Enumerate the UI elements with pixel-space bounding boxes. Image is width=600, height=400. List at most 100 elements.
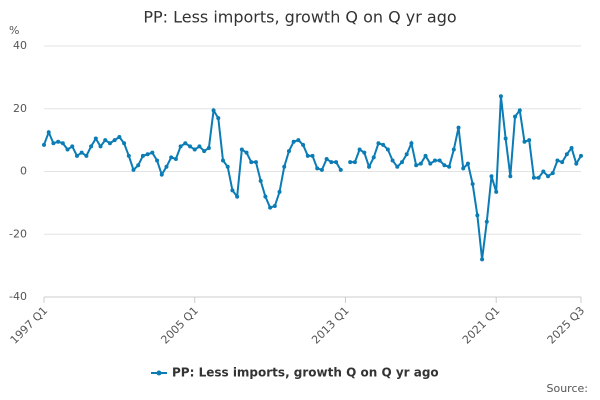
- data-point: [244, 150, 249, 155]
- data-point: [569, 145, 574, 150]
- data-point: [465, 161, 470, 166]
- data-point: [145, 152, 150, 157]
- data-point: [221, 158, 225, 163]
- data-point: [84, 153, 89, 158]
- data-point: [301, 142, 306, 147]
- data-point: [456, 125, 461, 130]
- data-point: [555, 158, 560, 163]
- data-point: [362, 150, 367, 155]
- data-point: [508, 174, 513, 179]
- data-point: [442, 163, 447, 168]
- data-point: [541, 169, 546, 174]
- data-point: [560, 160, 565, 165]
- data-point: [522, 139, 527, 144]
- data-point: [60, 141, 65, 146]
- data-point: [517, 108, 522, 113]
- data-point: [178, 144, 183, 149]
- data-point: [489, 174, 494, 179]
- data-point: [527, 138, 532, 143]
- data-point: [155, 158, 160, 163]
- data-point: [42, 142, 46, 147]
- data-point: [126, 153, 131, 158]
- data-point: [480, 257, 485, 262]
- data-point: [277, 189, 282, 194]
- data-point: [286, 149, 291, 154]
- data-point: [296, 138, 301, 143]
- data-point: [169, 155, 174, 160]
- data-point: [258, 178, 263, 183]
- data-point: [305, 153, 310, 158]
- data-point: [268, 205, 273, 210]
- data-point: [140, 153, 145, 158]
- data-point: [475, 213, 480, 218]
- series-line: [350, 96, 582, 260]
- data-point: [414, 163, 419, 168]
- source: Source:: [547, 382, 589, 395]
- data-point: [192, 147, 197, 152]
- data-point: [564, 152, 569, 157]
- data-point: [536, 175, 541, 180]
- data-point: [98, 144, 103, 149]
- data-point: [513, 114, 518, 119]
- data-point: [503, 136, 508, 141]
- data-point: [498, 94, 503, 99]
- data-point: [390, 158, 395, 163]
- data-point: [338, 167, 343, 172]
- data-point: [56, 139, 61, 144]
- data-point: [131, 167, 136, 172]
- data-point: [357, 147, 362, 152]
- data-point: [329, 160, 334, 165]
- data-point: [136, 163, 141, 168]
- data-point: [107, 141, 112, 146]
- data-point: [531, 175, 536, 180]
- y-tick-label: 40: [13, 39, 27, 52]
- data-point: [197, 144, 202, 149]
- data-point: [159, 172, 164, 177]
- data-point: [461, 166, 466, 171]
- data-point: [225, 164, 230, 169]
- data-point: [206, 145, 211, 150]
- data-point: [79, 150, 84, 155]
- data-point: [367, 164, 372, 169]
- data-point: [409, 141, 414, 146]
- data-point: [70, 144, 75, 149]
- data-point: [183, 141, 188, 146]
- y-tick-label: -20: [9, 227, 27, 240]
- data-point: [74, 153, 79, 158]
- data-point: [579, 153, 583, 158]
- x-tick-label: 2025 Q3: [545, 304, 588, 347]
- data-point: [103, 138, 108, 143]
- data-point: [112, 138, 117, 143]
- data-point: [150, 150, 155, 155]
- data-point: [574, 161, 579, 166]
- y-axis-label: %: [9, 24, 19, 37]
- data-point: [400, 160, 404, 165]
- data-point: [164, 164, 169, 169]
- data-point: [65, 147, 70, 152]
- data-point: [211, 108, 216, 113]
- data-point: [282, 164, 287, 169]
- data-point: [319, 167, 324, 172]
- data-point: [494, 189, 499, 194]
- data-point: [216, 116, 221, 121]
- data-point: [334, 160, 339, 165]
- data-point: [253, 160, 258, 165]
- data-point: [550, 171, 555, 176]
- data-point: [202, 149, 207, 154]
- data-point: [447, 164, 452, 169]
- data-point: [470, 182, 475, 187]
- series-line: [43, 107, 342, 209]
- data-point: [230, 188, 235, 193]
- data-point: [46, 130, 51, 135]
- data-point: [249, 160, 254, 165]
- data-point: [395, 164, 400, 169]
- data-point: [428, 161, 433, 166]
- data-point: [348, 160, 353, 165]
- data-point: [385, 147, 390, 152]
- x-tick-label: 2013 Q1: [309, 304, 352, 347]
- data-point: [235, 194, 240, 199]
- data-point: [93, 136, 98, 141]
- data-point: [173, 156, 178, 161]
- data-point: [272, 204, 277, 209]
